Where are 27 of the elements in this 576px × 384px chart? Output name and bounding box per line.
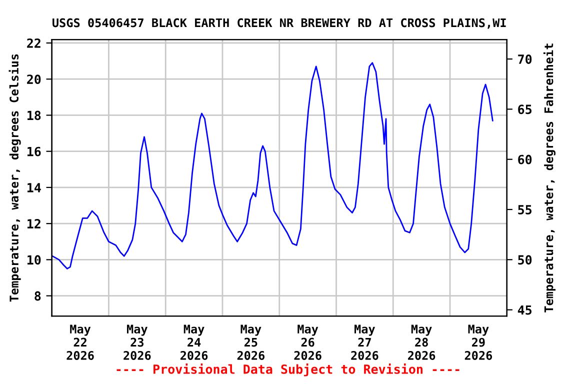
chart-title: USGS 05406457 BLACK EARTH CREEK NR BREWERY RD AT CROSS PLAINS,WI: [52, 18, 506, 29]
x-tick-label: May 29 2026: [464, 324, 492, 360]
y-tick-label: 10: [28, 255, 41, 265]
y-tick-label: 12: [28, 219, 40, 228]
y2-tick-label: 65: [518, 104, 532, 114]
y2-tick-label: 70: [518, 54, 532, 64]
y2-tick-label: 50: [518, 255, 532, 265]
x-tick-label: May 28 2026: [408, 324, 436, 360]
x-tick-label: May 23 2026: [124, 324, 151, 360]
x-tick-label: May 22 2026: [66, 324, 94, 360]
line-series: [52, 62, 494, 270]
x-tick-label: May 24 2026: [180, 324, 208, 360]
x-tick-label: May 27 2026: [351, 324, 378, 360]
y-tick-label: 18: [28, 110, 41, 120]
y2-tick-label: 55: [518, 205, 532, 214]
y2-tick-label: 60: [518, 154, 532, 164]
y-tick-label: 8: [34, 291, 41, 301]
text: ---- Provisional Data Subject to Revision ----: [116, 364, 460, 376]
y-tick-label: 20: [27, 74, 41, 84]
y-tick-label: 14: [28, 183, 41, 192]
x-tick-label: May 26 2026: [294, 324, 322, 360]
x-tick-label: May 25 2026: [237, 324, 264, 360]
y2-tick-label: 45: [518, 305, 532, 315]
y-tick-label: 22: [27, 38, 40, 48]
y2-axis-title: Temperature, water, degrees Fahrenheit: [543, 44, 556, 312]
y-axis-title: Temperature, water, degrees Celsius: [8, 54, 21, 302]
y-tick-label: 16: [28, 146, 41, 156]
